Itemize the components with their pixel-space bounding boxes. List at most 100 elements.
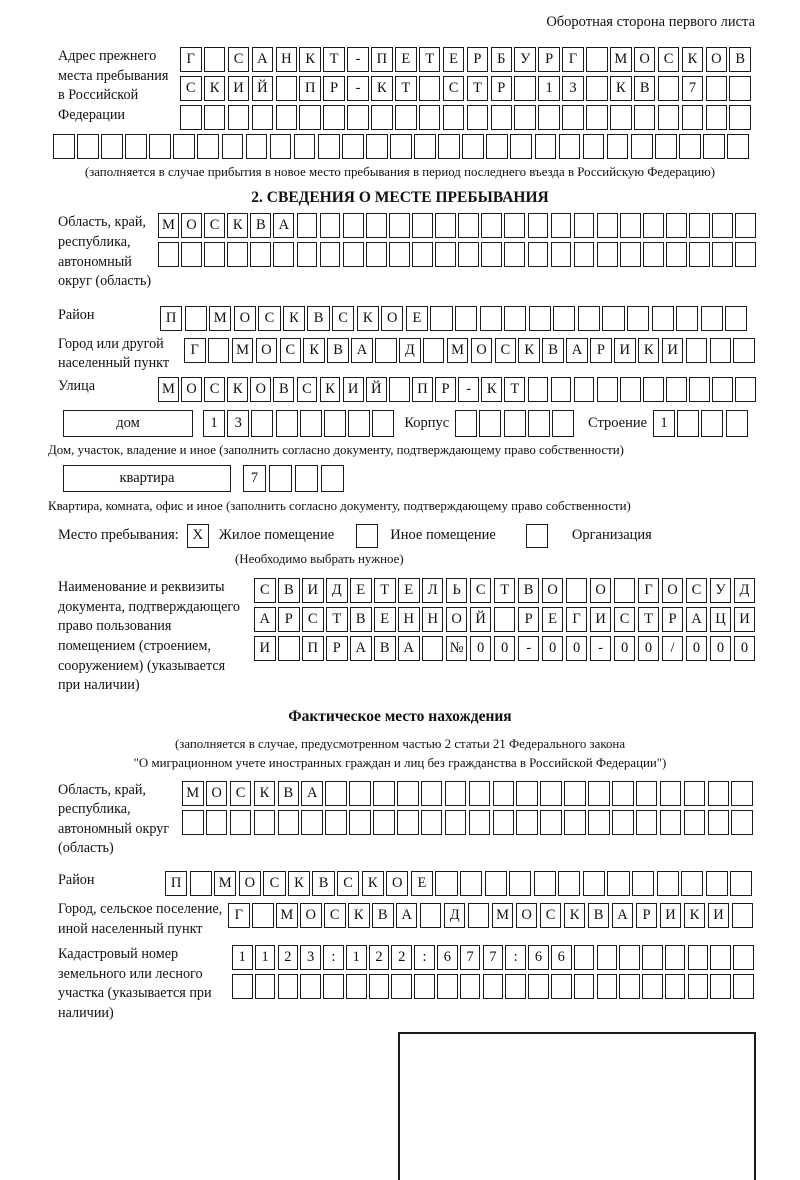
char-cell: О (250, 376, 272, 402)
char-cell: / (661, 636, 684, 662)
char-cell (342, 242, 364, 268)
char-cell: Т (466, 76, 489, 101)
char-cell: Е (405, 305, 428, 331)
char-cell (458, 242, 480, 268)
char-cell (703, 134, 725, 159)
char-cell: Ц (709, 607, 732, 633)
char-cell: О (515, 903, 538, 929)
char-cell (687, 945, 709, 971)
char-cell (295, 465, 318, 493)
char-cell (341, 134, 364, 159)
char-cell: С (613, 607, 636, 633)
char-cell (630, 134, 653, 159)
char-cell (626, 305, 650, 331)
char-cell: : (414, 945, 435, 971)
char-cell (414, 134, 436, 159)
char-cell: О (205, 780, 228, 806)
char-cell: Т (325, 607, 348, 633)
region-row-2 (158, 242, 757, 268)
char-cell (412, 242, 433, 268)
char-cell: Т (493, 578, 516, 604)
char-cell (348, 409, 371, 437)
char-cell (573, 974, 595, 1000)
char-cell (642, 242, 664, 268)
char-cell: Р (490, 76, 513, 101)
char-cell (503, 409, 526, 437)
char-cell (504, 213, 526, 239)
char-cell: А (685, 607, 708, 633)
char-cell (573, 376, 595, 402)
char-cell (444, 780, 467, 806)
char-cell: М (158, 376, 179, 402)
char-cell: 1 (203, 409, 225, 437)
char-cell: О (705, 47, 728, 72)
char-cell: К (683, 903, 706, 929)
char-cell: Б (490, 47, 513, 72)
char-cell (514, 76, 536, 101)
char-cell (538, 105, 560, 130)
char-cell: М (214, 871, 237, 897)
char-cell (701, 409, 724, 437)
char-cell (250, 242, 272, 268)
char-cell (558, 871, 581, 897)
char-cell: 3 (300, 945, 321, 971)
char-cell: Е (373, 607, 396, 633)
char-cell (173, 134, 196, 159)
char-cell: Г (228, 903, 250, 929)
char-cell (323, 105, 345, 130)
char-cell (681, 871, 704, 897)
char-cell (509, 871, 532, 897)
char-cell: Т (373, 578, 396, 604)
char-cell: Г (637, 578, 660, 604)
char-cell: К (518, 337, 540, 363)
char-cell: К (319, 376, 341, 402)
char-cell: М (610, 47, 632, 72)
char-cell (462, 134, 485, 159)
char-cell (516, 809, 538, 835)
char-cell: 7 (459, 945, 481, 971)
char-cell (435, 871, 458, 897)
char-cell (275, 76, 298, 101)
char-cell (514, 105, 536, 130)
char-cell (275, 409, 298, 437)
stay-type-label: Место пребывания: (58, 527, 179, 544)
char-cell (323, 974, 344, 1000)
char-cell (504, 305, 527, 331)
actual-city-field: Город, сельское поселение, иной населенн… (58, 900, 800, 939)
char-cell (619, 974, 640, 1000)
char-cell (635, 809, 658, 835)
char-cell (479, 305, 502, 331)
city-label: Город или другой населенный пункт (58, 335, 170, 372)
char-cell: 7 (681, 76, 704, 101)
char-cell (731, 780, 753, 806)
char-cell: У (709, 578, 732, 604)
char-cell: О (181, 213, 202, 239)
char-cell: К (681, 47, 704, 72)
char-cell: В (371, 903, 394, 929)
char-cell (528, 974, 549, 1000)
char-cell (687, 974, 709, 1000)
char-cell (189, 871, 212, 897)
char-cell (733, 337, 755, 363)
char-cell (420, 809, 443, 835)
char-cell (299, 409, 322, 437)
char-cell (273, 242, 295, 268)
char-cell (657, 105, 680, 130)
char-cell (596, 376, 618, 402)
char-cell: А (254, 607, 276, 633)
char-cell (664, 974, 686, 1000)
char-cell: В (312, 871, 335, 897)
char-cell: С (254, 578, 276, 604)
char-cell (666, 213, 687, 239)
char-cell (709, 337, 732, 363)
char-cell: И (301, 578, 324, 604)
char-cell (293, 134, 316, 159)
char-cell (565, 578, 588, 604)
char-cell (388, 213, 410, 239)
char-cell (735, 213, 757, 239)
